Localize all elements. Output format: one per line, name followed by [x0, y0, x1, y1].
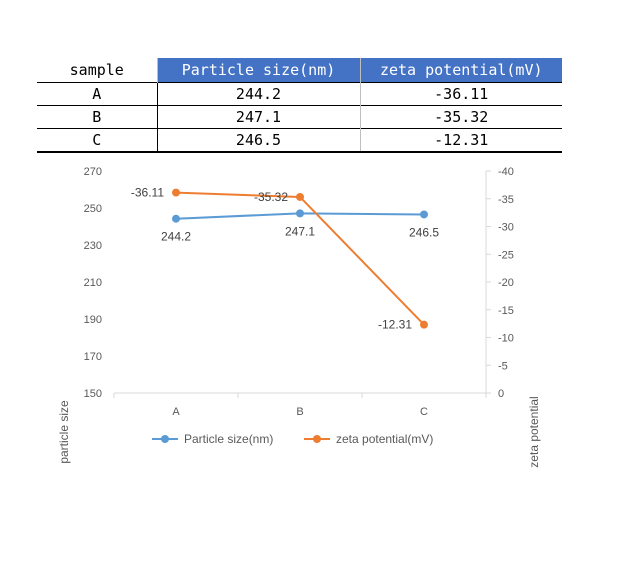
y2-tick-label: -35 — [498, 194, 514, 206]
data-label: 246.5 — [409, 225, 439, 239]
y-tick-label: 230 — [84, 240, 102, 252]
y-tick-label: 270 — [84, 166, 102, 178]
y-tick-label: 250 — [84, 203, 102, 215]
data-label: -12.31 — [378, 318, 412, 332]
y2-axis-title: zeta potential — [527, 396, 541, 467]
cell-size: 247.1 — [156, 105, 360, 129]
data-point — [420, 210, 428, 219]
y2-tick-label: -15 — [498, 305, 514, 317]
legend-item: zeta potential(mV) — [304, 432, 433, 446]
header-particle-size: Particle size(nm) — [156, 58, 360, 83]
x-tick-label: C — [420, 406, 428, 418]
header-zeta-potential: zeta potential(mV) — [359, 58, 562, 83]
data-point — [172, 188, 180, 197]
y2-tick-label: -5 — [498, 360, 508, 372]
table-row: A 244.2 -36.11 — [37, 82, 562, 106]
y2-tick-label: -10 — [498, 333, 514, 345]
data-label: 247.1 — [285, 224, 315, 238]
table-row: B 247.1 -35.32 — [37, 105, 562, 129]
y-tick-label: 150 — [84, 388, 102, 400]
axes: 150 170 190 210 230 250 270 0 -5 -10 -15 -20 -25 -30 -… — [84, 166, 514, 418]
header-sample: sample — [37, 58, 157, 83]
cell-sample: A — [92, 85, 102, 103]
data-table: sample Particle size(nm) zeta potential(… — [37, 58, 562, 153]
y2-tick-label: -30 — [498, 222, 514, 234]
y2-tick-label: -25 — [498, 249, 514, 261]
series-layer: 244.2 247.1 246.5 -36.11 -35.32 -12.31 — [131, 186, 439, 332]
data-label: -35.32 — [254, 190, 288, 204]
cell-size: 244.2 — [156, 82, 360, 106]
y2-tick-label: -20 — [498, 277, 514, 289]
legend-label: zeta potential(mV) — [336, 432, 433, 446]
cell-sample: B — [92, 108, 102, 126]
cell-zeta: -12.31 — [359, 128, 562, 152]
y-tick-label: 190 — [84, 314, 102, 326]
table-row: C 246.5 -12.31 — [37, 128, 562, 152]
y2-tick-label: -40 — [498, 166, 514, 178]
cell-sample: C — [92, 131, 102, 149]
y-axis-title: particle size — [57, 400, 71, 464]
cell-zeta: -35.32 — [359, 105, 562, 129]
y-tick-label: 170 — [84, 351, 102, 363]
cell-size: 246.5 — [156, 128, 360, 152]
table-header-row: sample Particle size(nm) zeta potential(… — [37, 58, 562, 83]
data-point — [296, 209, 304, 218]
legend-swatch-marker — [313, 435, 321, 443]
legend-swatch-marker — [161, 435, 169, 443]
data-point — [420, 320, 428, 329]
legend: Particle size(nm) zeta potential(mV) — [152, 432, 433, 446]
y2-tick-label: 0 — [498, 388, 504, 400]
data-point — [296, 192, 304, 201]
x-tick-label: B — [296, 406, 303, 418]
legend-item: Particle size(nm) — [152, 432, 273, 446]
y-tick-label: 210 — [84, 277, 102, 289]
cell-zeta: -36.11 — [359, 82, 562, 106]
legend-label: Particle size(nm) — [184, 432, 273, 446]
x-tick-label: A — [172, 406, 180, 418]
data-label: -36.11 — [131, 186, 164, 200]
combo-line-chart: particle size zeta potential 150 170 190 21… — [57, 166, 541, 468]
data-point — [172, 214, 180, 223]
data-label: 244.2 — [161, 230, 191, 244]
